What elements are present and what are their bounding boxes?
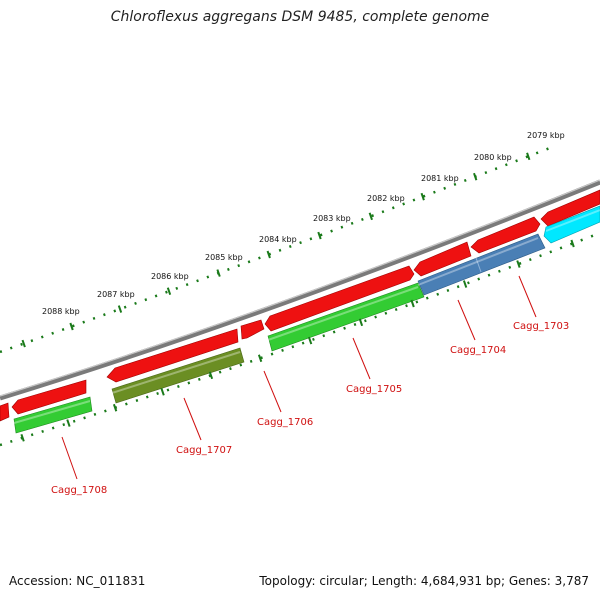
scale-tick [358,318,364,327]
label-line-cagg-1707 [183,397,202,441]
kbp-label-2083: 2083 kbp [313,214,351,223]
gene-label-cagg-1707[interactable]: Cagg_1707 [176,445,232,456]
forward-gene-arrow[interactable] [264,265,415,332]
gene-label-cagg-1706[interactable]: Cagg_1706 [257,417,313,428]
scale-tick [257,354,263,363]
label-line-cagg-1706 [263,370,282,413]
forward-gene-arrow[interactable] [0,402,10,422]
label-line-cagg-1703 [518,275,537,318]
inner-major-ticks [20,239,575,442]
forward-strand-features [0,189,600,422]
gene-label-cagg-1705[interactable]: Cagg_1705 [346,384,402,395]
scale-tick [526,152,531,161]
kbp-label-2088: 2088 kbp [42,307,80,316]
kbp-label-2085: 2085 kbp [205,253,243,262]
label-line-cagg-1704 [457,299,476,341]
gene-bar-sheen [13,209,600,424]
forward-gene-arrow[interactable] [106,328,239,383]
kbp-scale: 2079 kbp 2080 kbp 2081 kbp 2082 kbp 2083… [0,131,565,354]
scale-tick [21,339,26,348]
kbp-label-2081: 2081 kbp [421,174,459,183]
kbp-label-2079: 2079 kbp [527,131,565,140]
forward-gene-arrow[interactable] [470,216,541,254]
kbp-label-2087: 2087 kbp [97,290,135,299]
scale-tick [66,419,71,427]
scale-tick [516,260,521,268]
kbp-label-2080: 2080 kbp [474,153,512,162]
gene-bar-cagg-1707[interactable] [111,347,245,404]
scale-tick [112,403,118,412]
inner-scale [0,231,600,447]
gene-bar-cagg-1705[interactable] [267,282,425,352]
forward-gene-arrow[interactable] [11,379,87,415]
gene-label-cagg-1708[interactable]: Cagg_1708 [51,485,107,496]
scale-tick [570,239,575,248]
kbp-major-ticks [21,152,531,348]
gene-bar-cagg-1708[interactable] [13,396,93,434]
scale-tick [208,371,214,380]
gene-bar-cagg-1703[interactable] [543,205,600,244]
kbp-label-2086: 2086 kbp [151,272,189,281]
forward-gene-arrow[interactable] [240,319,265,340]
scale-tick [69,322,74,331]
topology-text: Topology: circular; Length: 4,684,931 bp… [259,574,589,588]
label-line-cagg-1705 [352,337,371,380]
scale-tick [420,192,425,201]
scale-tick [166,287,172,296]
forward-gene-arrow[interactable] [413,241,472,277]
label-line-cagg-1708 [61,436,78,480]
kbp-label-2084: 2084 kbp [259,235,297,244]
accession-text: Accession: NC_011831 [9,574,146,588]
scale-tick [307,336,313,345]
scale-tick [410,299,415,308]
scale-tick [462,280,468,288]
backbone-ring-highlight [0,179,600,397]
map-title: Chloroflexus aggregans DSM 9485, complet… [110,9,490,25]
gene-label-cagg-1703[interactable]: Cagg_1703 [513,321,569,332]
gene-bar-cagg-1704[interactable] [417,233,546,296]
gene-bar-divider [475,257,482,273]
reverse-strand-features [13,205,600,434]
genome-backbone [0,179,600,401]
kbp-scale-dots [0,144,556,354]
scale-tick [473,172,478,181]
kbp-label-2082: 2082 kbp [367,194,405,203]
scale-tick [216,269,221,277]
scale-tick [266,250,271,259]
scale-tick [368,212,373,221]
scale-tick [160,388,165,396]
forward-gene-arrow[interactable] [540,189,600,227]
gene-labels: Cagg_1703 Cagg_1704 Cagg_1705 Cagg_1706 … [51,275,569,496]
scale-tick [317,231,322,240]
backbone-ring [0,179,600,401]
gene-label-cagg-1704[interactable]: Cagg_1704 [450,345,506,356]
scale-tick [117,305,123,313]
scale-tick [20,434,25,442]
